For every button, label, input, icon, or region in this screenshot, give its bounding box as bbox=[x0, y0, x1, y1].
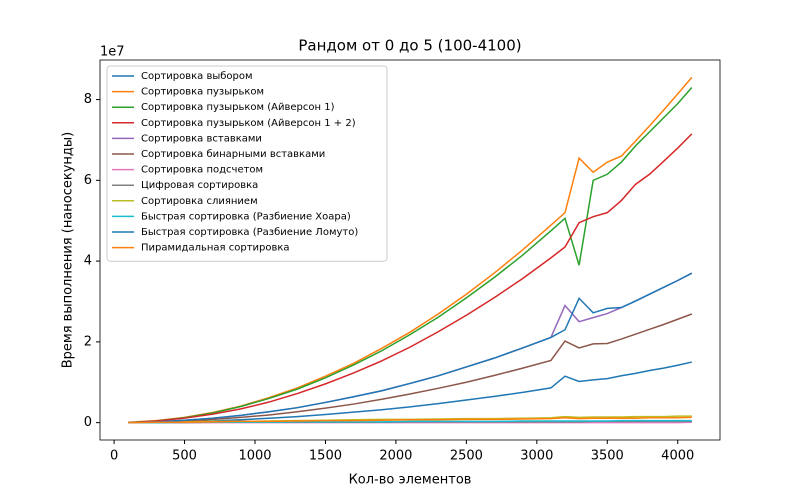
legend-label: Пирамидальная сортировка bbox=[141, 243, 290, 254]
legend-label: Сортировка слиянием bbox=[141, 196, 258, 207]
legend-label: Сортировка пузырьком (Айверсон 1) bbox=[141, 102, 335, 113]
plot-frame bbox=[99, 59, 721, 441]
legend-label: Сортировка пузырьком bbox=[141, 87, 264, 98]
series-line bbox=[128, 313, 693, 424]
y-tick-label: 6 bbox=[84, 173, 92, 188]
y-tick-label: 2 bbox=[84, 334, 92, 349]
legend-label: Быстрая сортировка (Разбиение Хоара) bbox=[141, 211, 351, 222]
legend-label: Сортировка выбором bbox=[141, 71, 253, 82]
legend-label: Сортировка бинарными вставками bbox=[141, 149, 325, 160]
series-line bbox=[128, 86, 693, 424]
series-line bbox=[128, 416, 692, 424]
x-tick-label: 3500 bbox=[591, 449, 624, 464]
y-axis-label: Время выполнения (наносекунды) bbox=[61, 132, 76, 369]
x-tick-label: 2000 bbox=[379, 449, 412, 464]
legend-label: Цифровая сортировка bbox=[141, 180, 258, 191]
x-tick-label: 500 bbox=[172, 449, 197, 464]
legend-label: Сортировка пузырьком (Айверсон 1 + 2) bbox=[141, 118, 356, 129]
y-tick-label: 0 bbox=[84, 415, 92, 430]
legend-label: Сортировка подсчетом bbox=[141, 165, 263, 176]
x-tick-label: 1500 bbox=[309, 449, 342, 464]
series-line bbox=[128, 133, 693, 424]
x-tick-label: 2500 bbox=[450, 449, 483, 464]
y-multiplier: 1e7 bbox=[100, 45, 125, 60]
chart-title: Рандом от 0 до 5 (100-4100) bbox=[298, 37, 521, 55]
x-tick-label: 0 bbox=[110, 449, 118, 464]
legend-label: Сортировка вставками bbox=[141, 133, 262, 144]
series-line bbox=[128, 272, 693, 424]
y-tick-label: 4 bbox=[84, 254, 92, 269]
legend: Сортировка выбором Сортировка пузырьком Со… bbox=[106, 65, 388, 262]
x-axis-label: Кол-во элементов bbox=[349, 473, 472, 488]
x-tick-label: 3000 bbox=[520, 449, 553, 464]
series-line bbox=[128, 361, 692, 424]
series-line bbox=[128, 419, 692, 424]
x-tick-label: 1000 bbox=[238, 449, 271, 464]
legend-label: Быстрая сортировка (Разбиение Ломуто) bbox=[141, 227, 358, 238]
y-tick-label: 8 bbox=[84, 92, 92, 107]
legend-box bbox=[106, 65, 388, 262]
x-tick-label: 4000 bbox=[661, 449, 694, 464]
